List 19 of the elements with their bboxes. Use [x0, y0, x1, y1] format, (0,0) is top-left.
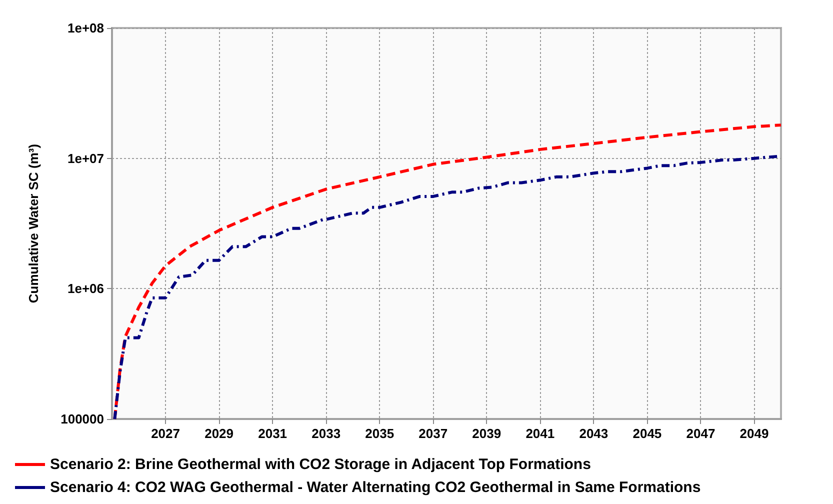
y-tick-label: 1e+08	[67, 20, 104, 36]
x-tick-label: 2041	[526, 426, 555, 441]
x-tick-label: 2029	[204, 426, 234, 441]
y-tick-label: 1e+07	[67, 150, 104, 166]
x-tick-label: 2045	[632, 426, 662, 441]
x-tick-label: 2039	[472, 426, 502, 441]
y-axis-title: Cumulative Water SC (m³)	[26, 144, 41, 304]
y-tick-label: 100000	[60, 412, 104, 426]
legend-label: Scenario 4: CO2 WAG Geothermal - Water Alternating CO2 Geothermal in Same Formations	[50, 479, 701, 496]
x-tick-label: 2033	[312, 426, 341, 441]
x-tick-label: 2031	[258, 426, 288, 441]
y-tick-label: 1e+06	[67, 281, 104, 296]
x-tick-label: 2047	[686, 426, 716, 441]
x-tick-label: 2049	[740, 426, 769, 441]
x-tick-label: 2035	[365, 426, 394, 441]
x-tick-label: 2027	[151, 426, 180, 441]
x-tick-label: 2037	[418, 426, 448, 441]
x-tick-label: 2043	[579, 426, 608, 441]
legend-label: Scenario 2: Brine Geothermal with CO2 Storage in Adjacent Top Formations	[50, 456, 591, 473]
